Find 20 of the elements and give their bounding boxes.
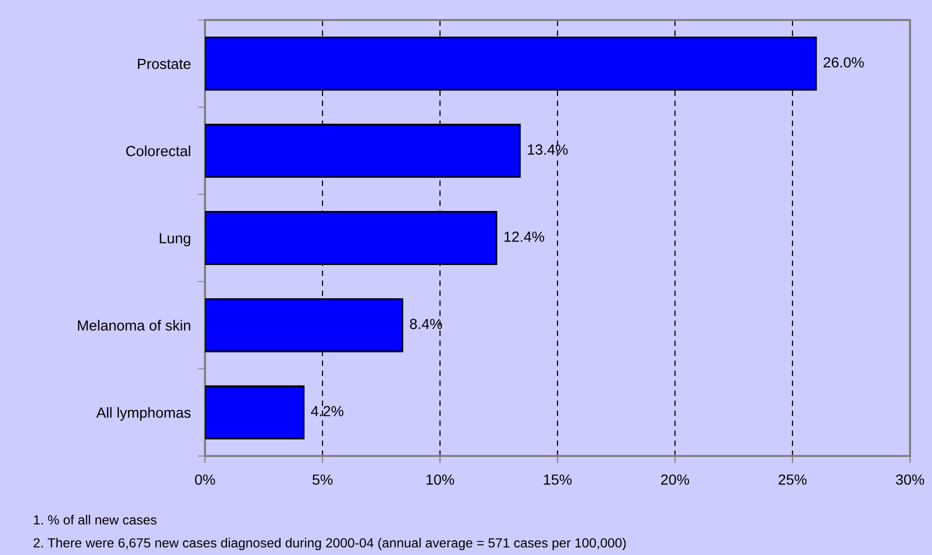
y-tick-label: Lung [160,233,190,246]
data-label: 8.4% [410,318,442,330]
y-tick-label: Colorectal [126,146,190,156]
y-tick-label: All lymphomas [96,407,191,421]
x-tick-label: 25% [778,474,807,485]
data-label: 13.4% [528,144,568,155]
data-label: 4.2% [310,406,344,416]
data-label: 12.4% [504,232,544,242]
x-tick-label: 5% [312,474,333,485]
x-tick-label: 10% [426,474,454,485]
x-tick-label: 20% [661,474,690,485]
x-tick-label: 0% [195,474,216,485]
text: 1. % of all new cases [34,514,156,525]
x-tick-label: 30% [896,474,924,485]
text: 2. There were 6,675 new cases diagnosed during 2000-04 (annual average = 571 cases per 100,000) [34,538,626,550]
x-tick-label: 15% [544,474,572,485]
y-tick-label: Prostate [138,58,190,70]
y-tick-label: Melanoma of skin [78,320,190,331]
bar [205,385,305,440]
data-label: 26.0% [824,57,864,68]
